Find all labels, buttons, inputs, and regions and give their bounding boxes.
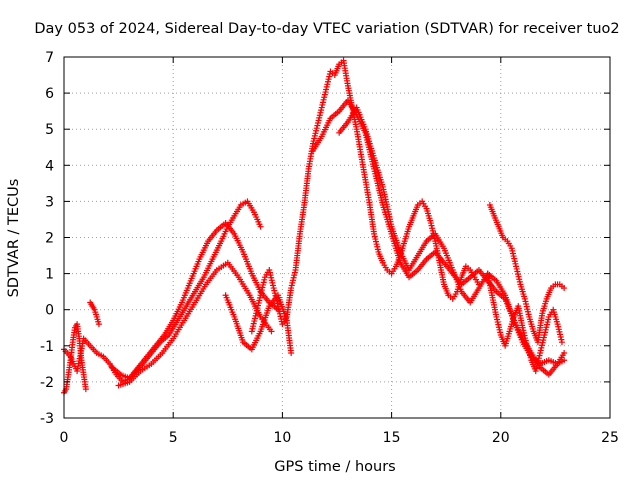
series-arc9 xyxy=(336,104,568,378)
series-arc7 xyxy=(248,57,482,335)
data-point xyxy=(561,350,568,357)
x-tick-label: 10 xyxy=(273,430,291,446)
series-arc3 xyxy=(109,220,282,382)
grid-lines xyxy=(64,57,610,418)
x-tick-label: 20 xyxy=(492,430,510,446)
x-tick-label: 25 xyxy=(601,430,619,446)
y-tick-label: 6 xyxy=(45,86,54,102)
series-arc6 xyxy=(87,299,102,328)
data-points xyxy=(61,57,568,396)
y-tick-label: 2 xyxy=(45,231,54,247)
data-point xyxy=(95,321,102,328)
y-tick-label: -1 xyxy=(40,339,54,355)
y-axis-label: SDTVAR / TECUs xyxy=(6,179,22,298)
data-point xyxy=(257,223,264,230)
y-tick-label: 0 xyxy=(45,303,54,319)
y-tick-label: 4 xyxy=(45,158,54,174)
data-point xyxy=(82,386,89,393)
x-axis-label: GPS time / hours xyxy=(274,459,395,475)
y-tick-label: -3 xyxy=(40,411,54,427)
y-tick-label: -2 xyxy=(40,375,54,391)
data-point xyxy=(288,350,295,357)
x-tick-label: 15 xyxy=(383,430,401,446)
x-tick-label: 5 xyxy=(169,430,178,446)
data-point xyxy=(561,285,568,292)
y-tick-label: 5 xyxy=(45,122,54,138)
y-tick-label: 7 xyxy=(45,50,54,66)
series-arc4 xyxy=(115,259,275,389)
y-tick-label: 1 xyxy=(45,267,54,283)
data-point xyxy=(558,339,565,346)
chart-title: Day 053 of 2024, Sidereal Day-to-day VTE… xyxy=(34,21,619,37)
axis-ticks: 0 5 10 15 20 25 -3 -2 -1 0 1 2 3 4 5 6 7 xyxy=(40,50,619,446)
data-point xyxy=(561,357,568,364)
series-arc10 xyxy=(486,202,568,346)
x-tick-label: 0 xyxy=(60,430,69,446)
series-arc11 xyxy=(484,270,565,375)
y-tick-label: 3 xyxy=(45,194,54,210)
data-point xyxy=(268,328,275,335)
